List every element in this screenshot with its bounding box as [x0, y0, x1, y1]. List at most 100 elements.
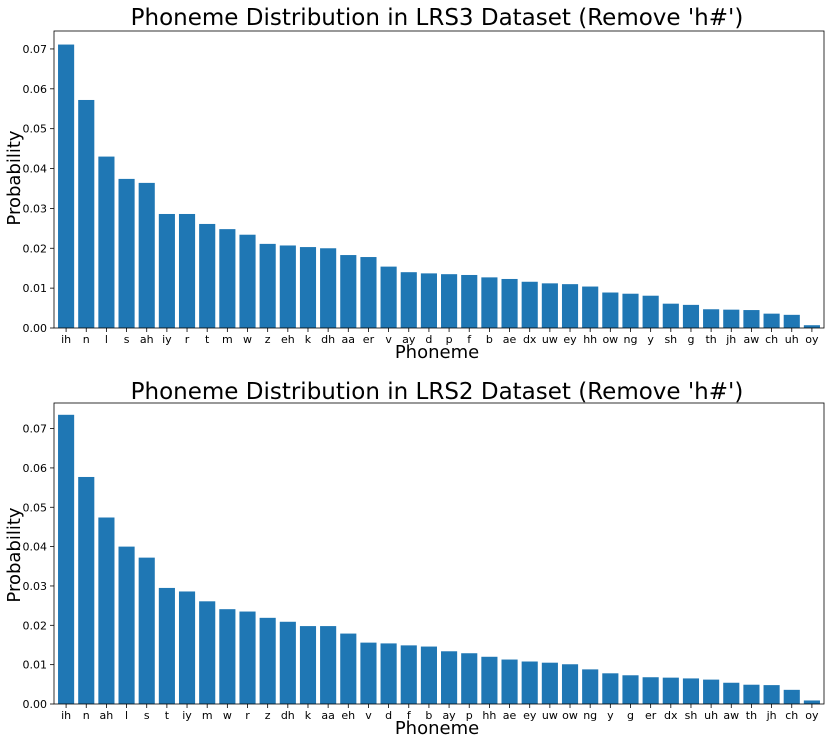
x-tick-label: t [205, 333, 210, 346]
x-tick-label: w [243, 333, 252, 346]
x-tick-label: ay [402, 333, 416, 346]
bar-ae [501, 278, 518, 328]
x-tick-label: l [105, 333, 108, 346]
bar-y [642, 295, 659, 328]
x-tick-label: p [466, 709, 473, 722]
bar-v [380, 266, 397, 328]
y-tick-label: 0.02 [23, 619, 48, 632]
bar-r [239, 611, 256, 704]
bar-uh [783, 314, 800, 328]
bar-ow [561, 664, 579, 704]
y-axis-label: Probability [4, 507, 25, 602]
bar-iy [178, 591, 196, 704]
x-tick-label: f [467, 333, 472, 346]
x-tick-label: v [385, 333, 392, 346]
plot-frame [53, 30, 825, 329]
x-tick-label: uh [785, 333, 799, 346]
x-tick-label: ay [442, 709, 456, 722]
x-tick-label: t [165, 709, 170, 722]
bar-f [400, 645, 417, 704]
y-tick-label: 0.06 [23, 83, 48, 96]
x-tick-label: s [124, 333, 130, 346]
bar-p [461, 653, 478, 704]
bar-ay [441, 651, 458, 704]
x-tick-label: l [125, 709, 128, 722]
bar-hh [481, 656, 498, 704]
x-tick-label: jh [725, 333, 736, 346]
bar-jh [723, 309, 740, 328]
bar-ng [622, 293, 639, 328]
bar-ey [561, 284, 579, 328]
x-tick-label: dh [281, 709, 295, 722]
x-tick-label: uh [704, 709, 718, 722]
x-tick-label: ch [785, 709, 798, 722]
x-tick-label: ae [503, 709, 517, 722]
x-tick-label: eh [281, 333, 295, 346]
x-tick-label: y [607, 709, 614, 722]
x-tick-label: g [687, 333, 694, 346]
plot-area: ih n l s ah iy r t m w z eh k dh aa er v ay d p f b ae dx uw ey hh… [23, 30, 825, 346]
x-tick-label: r [245, 709, 250, 722]
y-tick-label: 0.00 [23, 698, 48, 711]
x-tick-label: eh [341, 709, 355, 722]
bar-ay [400, 272, 417, 328]
x-axis-label: Phoneme [395, 718, 479, 739]
bar-ch [763, 313, 780, 328]
bar-g [682, 304, 700, 328]
x-tick-label: dx [664, 709, 678, 722]
bar-f [461, 274, 478, 328]
bar-k [299, 626, 317, 704]
x-tick-label: er [645, 709, 657, 722]
bar-ae [501, 659, 518, 704]
bar-eh [340, 633, 357, 704]
bar-s [118, 178, 135, 328]
y-tick-label: 0.03 [23, 580, 48, 593]
x-tick-label: ae [503, 333, 517, 346]
bar-er [642, 677, 659, 704]
bar-ow [602, 292, 619, 328]
bar-uh [703, 679, 720, 704]
x-tick-label: ah [100, 709, 114, 722]
x-tick-label: g [627, 709, 634, 722]
bar-ah [98, 517, 115, 704]
x-tick-label: uw [542, 333, 558, 346]
x-tick-label: hh [482, 709, 496, 722]
y-tick-label: 0.04 [23, 163, 48, 176]
bar-ey [521, 661, 538, 704]
bar-z [259, 243, 276, 328]
bar-w [219, 609, 236, 704]
bar-ih [58, 44, 75, 329]
bar-y [602, 673, 619, 704]
x-tick-label: w [223, 709, 232, 722]
bar-w [239, 234, 256, 328]
x-tick-label: aw [723, 709, 739, 722]
bar-sh [662, 303, 679, 328]
y-tick-label: 0.01 [23, 282, 48, 295]
bar-d [420, 273, 437, 328]
bar-p [441, 274, 458, 328]
bar-k [299, 247, 317, 328]
x-tick-label: sh [664, 333, 677, 346]
x-tick-label: iy [162, 333, 172, 346]
y-tick-label: 0.02 [23, 242, 48, 255]
x-tick-label: ih [61, 333, 71, 346]
bar-iy [158, 213, 175, 328]
x-tick-label: s [144, 709, 150, 722]
x-tick-label: p [446, 333, 453, 346]
x-tick-label: th [705, 333, 716, 346]
x-tick-label: sh [685, 709, 698, 722]
bar-v [360, 642, 377, 704]
x-axis-label: Phoneme [395, 342, 479, 363]
bar-g [622, 675, 639, 704]
x-tick-label: er [363, 333, 375, 346]
x-tick-label: hh [583, 333, 597, 346]
bar-dx [521, 281, 538, 328]
bar-ch [783, 689, 800, 704]
chart-title: Phoneme Distribution in LRS3 Dataset (Re… [131, 5, 744, 31]
y-tick-label: 0.05 [23, 501, 48, 514]
bar-d [380, 643, 397, 704]
y-tick-label: 0.07 [23, 423, 48, 436]
x-tick-label: z [265, 709, 271, 722]
bar-t [158, 587, 175, 704]
